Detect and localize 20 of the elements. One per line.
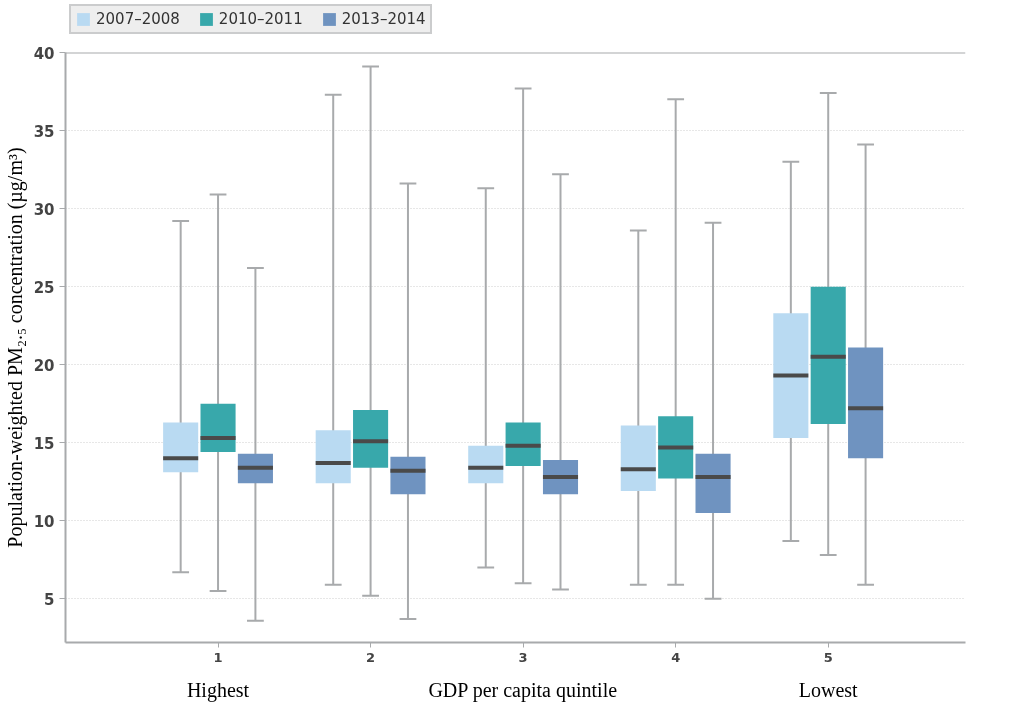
y-tick-label: 20 [33, 356, 55, 375]
y-tick-label: 30 [33, 200, 55, 219]
x-tick-label: 1 [213, 649, 223, 665]
text: Lowest [798, 678, 859, 701]
y-tick-label: 10 [33, 512, 55, 531]
x-axis-title: GDP per capita quintile [428, 678, 618, 702]
legend-label: 2010–2011 [218, 10, 303, 28]
x-tick-label: 2 [366, 649, 376, 665]
y-tick-label: 35 [33, 122, 55, 141]
legend-label: 2013–2014 [341, 10, 426, 28]
x-tick-label: 5 [823, 649, 833, 665]
y-axis-title: Population-weighted PM₂.₅ concentration (µg/m³) [3, 147, 27, 548]
y-tick-label: 15 [33, 434, 55, 453]
x-tick-label: 3 [518, 649, 528, 665]
y-tick-label: 40 [33, 44, 55, 63]
legend-label: 2007–2008 [96, 10, 180, 28]
y-tick-label: 25 [33, 278, 55, 297]
y-tick-label: 5 [44, 590, 55, 609]
x-tick-label: 4 [671, 649, 681, 665]
text: Highest [186, 678, 250, 702]
